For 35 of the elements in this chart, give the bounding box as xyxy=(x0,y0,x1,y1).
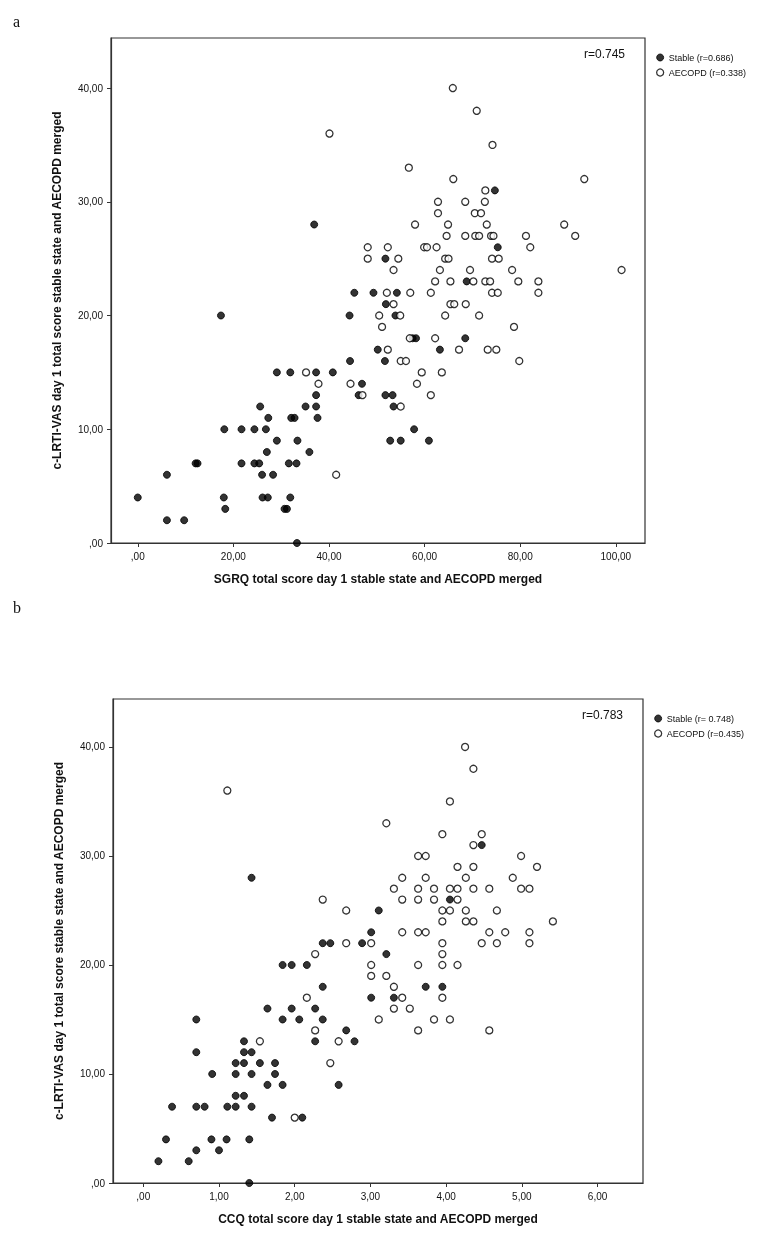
x-tick-label: 40,00 xyxy=(316,550,342,562)
x-tick-label: 1,00 xyxy=(209,1190,230,1202)
y-tick-label: ,00 xyxy=(89,537,104,549)
x-tick-label: 20,00 xyxy=(220,550,247,562)
y-tick-label: 40,00 xyxy=(77,82,104,94)
x-tick-label: 5,00 xyxy=(512,1190,533,1202)
x-tick-label: 60,00 xyxy=(412,550,438,562)
legend-label: Stable (r=0.686) xyxy=(668,52,734,63)
legend-label: AECOPD (r=0.435) xyxy=(666,728,744,739)
legend-label: AECOPD (r=0.338) xyxy=(668,67,746,78)
y-tick-label: 10,00 xyxy=(77,423,104,435)
legend-label: Stable (r= 0.748) xyxy=(666,713,734,724)
y-tick-label: ,00 xyxy=(91,1177,106,1189)
x-tick-label: ,00 xyxy=(136,1190,151,1202)
y-tick-label: 30,00 xyxy=(79,850,106,862)
x-tick-label: 100,00 xyxy=(600,550,632,562)
y-tick-label: 40,00 xyxy=(79,741,106,753)
x-tick-label: 6,00 xyxy=(587,1190,608,1202)
x-tick-label: 2,00 xyxy=(284,1190,305,1202)
chart-title: a xyxy=(13,12,21,30)
x-axis-title: CCQ total score day 1 stable state and AECOPD merged xyxy=(218,1212,538,1226)
y-tick-label: 20,00 xyxy=(77,310,104,322)
annotation: r=0.783 xyxy=(581,708,624,722)
annotation: r=0.745 xyxy=(583,47,626,61)
x-axis-title: SGRQ total score day 1 stable state and AECOPD merged xyxy=(213,572,543,586)
x-tick-label: 3,00 xyxy=(360,1190,381,1202)
x-tick-label: ,00 xyxy=(130,550,146,562)
y-tick-label: 20,00 xyxy=(79,959,106,971)
chart-title: b xyxy=(13,598,21,616)
y-tick-label: 30,00 xyxy=(77,196,104,208)
y-axis-title: c-LRTI-VAS day 1 total score stable state and AECOPD merged xyxy=(50,111,64,470)
y-axis-title: c-LRTI-VAS day 1 total score stable state and AECOPD merged xyxy=(52,761,66,1121)
x-tick-label: 4,00 xyxy=(436,1190,457,1202)
y-tick-label: 10,00 xyxy=(79,1068,106,1080)
x-tick-label: 80,00 xyxy=(507,550,534,562)
